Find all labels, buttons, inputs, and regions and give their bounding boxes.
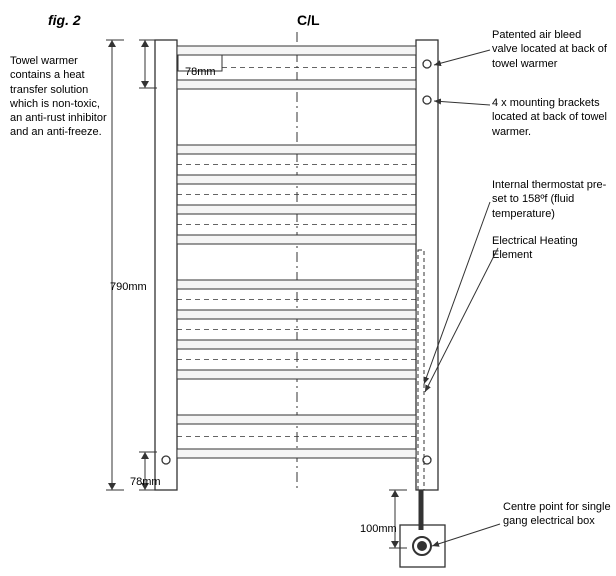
diagram-canvas: fig. 2 C/L Towel warmer contains a heat …: [0, 0, 616, 576]
dim-cable-drop: 100mm: [360, 522, 397, 536]
diagram-svg: [0, 0, 616, 576]
dim-top-gap: 78mm: [185, 65, 216, 79]
dim-bottom-gap: 78mm: [130, 475, 161, 489]
dim-overall-height: 790mm: [110, 280, 147, 294]
